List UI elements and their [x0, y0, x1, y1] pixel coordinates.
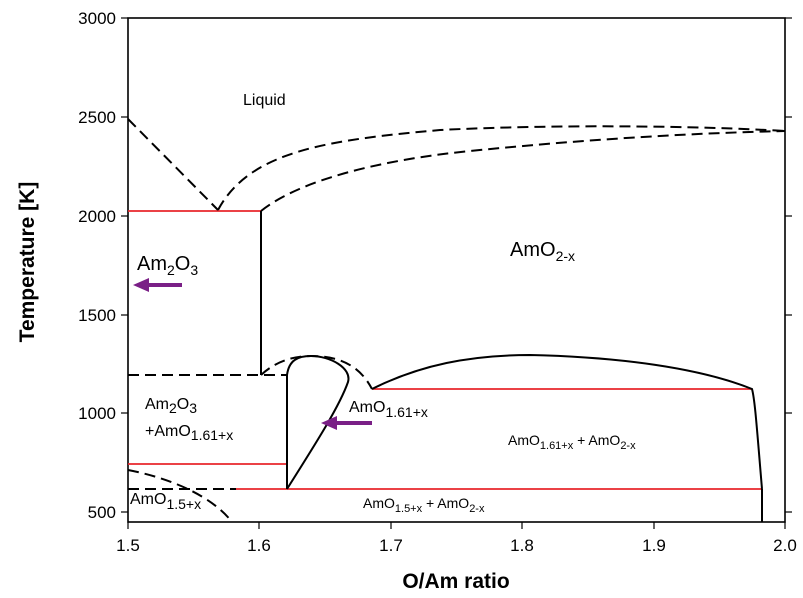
boundary-amo2x-dome [371, 353, 763, 490]
x-axis-title: O/Am ratio [402, 570, 509, 593]
boundary-amo161-loop [286, 354, 350, 490]
am2o3-arrow [133, 278, 182, 292]
region-amo15: AmO1.5+x [130, 491, 201, 512]
y-tick-label: 1500 [78, 306, 116, 325]
y-tick-label: 2000 [78, 207, 116, 226]
region-am2o3-amo161-line2: +AmO1.61+x [145, 423, 233, 443]
y-tick-label: 500 [88, 503, 116, 522]
region-liquid: Liquid [243, 92, 286, 109]
isotherm-lines [128, 210, 762, 490]
dashed-boundaries [127, 118, 786, 523]
region-am2o3-amo161: Am2O3 [145, 396, 197, 416]
y-tick-marks-left [121, 17, 128, 513]
liquidus-upper [217, 125, 786, 211]
region-amo15-amo2x: AmO1.5+x + AmO2-x [363, 495, 485, 515]
region-amo161: AmO1.61+x [349, 399, 428, 420]
region-am2o3: Am2O3 [137, 253, 198, 278]
liquidus-left [127, 118, 219, 211]
y-tick-labels: 500 1000 1500 2000 2500 3000 [78, 9, 116, 522]
x-tick-label: 1.5 [116, 536, 140, 555]
y-tick-label: 1000 [78, 404, 116, 423]
x-tick-label: 1.9 [642, 536, 666, 555]
solidus-lower [260, 130, 786, 212]
x-tick-label: 1.8 [510, 536, 534, 555]
y-tick-marks-right [785, 17, 792, 513]
region-amo2x: AmO2-x [510, 239, 575, 264]
region-amo161-amo2x: AmO1.61+x + AmO2-x [508, 432, 636, 452]
amo15-boundary [127, 469, 233, 523]
x-tick-label: 1.6 [247, 536, 271, 555]
amo161-arrow [321, 416, 372, 430]
solid-boundaries [260, 211, 763, 522]
y-tick-label: 2500 [78, 108, 116, 127]
x-tick-marks [127, 522, 786, 529]
dome-top-dashed [260, 354, 373, 390]
x-tick-labels: 1.5 1.6 1.7 1.8 1.9 2.0 [116, 536, 797, 555]
y-axis-title: Temperature [K] [16, 182, 39, 343]
x-tick-label: 2.0 [773, 536, 797, 555]
x-tick-label: 1.7 [379, 536, 403, 555]
plot-frame [127, 17, 786, 523]
y-tick-label: 3000 [78, 9, 116, 28]
